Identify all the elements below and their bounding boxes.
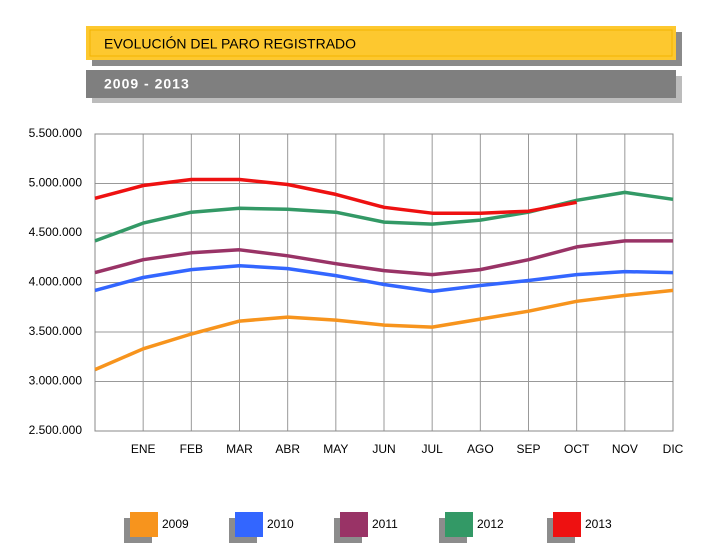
y-tick-label: 4.500.000 bbox=[29, 225, 83, 239]
y-tick-label: 3.500.000 bbox=[29, 324, 83, 338]
legend-label: 2013 bbox=[585, 517, 612, 531]
title-box bbox=[86, 26, 676, 60]
y-tick-label: 5.500.000 bbox=[29, 126, 83, 140]
y-tick-label: 5.000.000 bbox=[29, 176, 83, 190]
plot-border bbox=[94, 133, 674, 432]
subtitle-box bbox=[86, 70, 676, 98]
x-tick-label: ABR bbox=[275, 442, 300, 456]
x-tick-label: DIC bbox=[663, 442, 684, 456]
series-line bbox=[94, 239, 673, 277]
chart-subtitle: 2009 - 2013 bbox=[104, 76, 190, 92]
series-line bbox=[94, 177, 578, 215]
legend-label: 2012 bbox=[477, 517, 504, 531]
x-tick-label: SEP bbox=[516, 442, 540, 456]
x-tick-label: NOV bbox=[612, 442, 638, 456]
legend-swatch bbox=[553, 512, 581, 537]
legend-label: 2010 bbox=[267, 517, 294, 531]
legend-swatch bbox=[340, 512, 368, 537]
series-line bbox=[94, 263, 674, 294]
legend-swatch bbox=[445, 512, 473, 537]
x-tick-label: MAR bbox=[226, 442, 253, 456]
y-tick-label: 3.000.000 bbox=[29, 374, 83, 388]
title-inner bbox=[89, 29, 673, 57]
legend-swatch bbox=[130, 512, 158, 537]
y-tick-label: 4.000.000 bbox=[29, 275, 83, 289]
x-tick-label: JUN bbox=[372, 442, 395, 456]
x-tick-label: ENE bbox=[131, 442, 156, 456]
series-line bbox=[94, 190, 674, 243]
legend-label: 2011 bbox=[372, 517, 398, 531]
x-tick-label: FEB bbox=[180, 442, 203, 456]
x-tick-label: OCT bbox=[564, 442, 590, 456]
legend-label: 2009 bbox=[162, 517, 189, 531]
x-tick-label: MAY bbox=[323, 442, 348, 456]
x-tick-label: AGO bbox=[467, 442, 494, 456]
series-line bbox=[94, 288, 674, 372]
x-tick-label: JUL bbox=[421, 442, 443, 456]
legend-swatch bbox=[235, 512, 263, 537]
chart-title: EVOLUCIÓN DEL PARO REGISTRADO bbox=[104, 36, 356, 52]
y-tick-label: 2.500.000 bbox=[29, 423, 83, 437]
